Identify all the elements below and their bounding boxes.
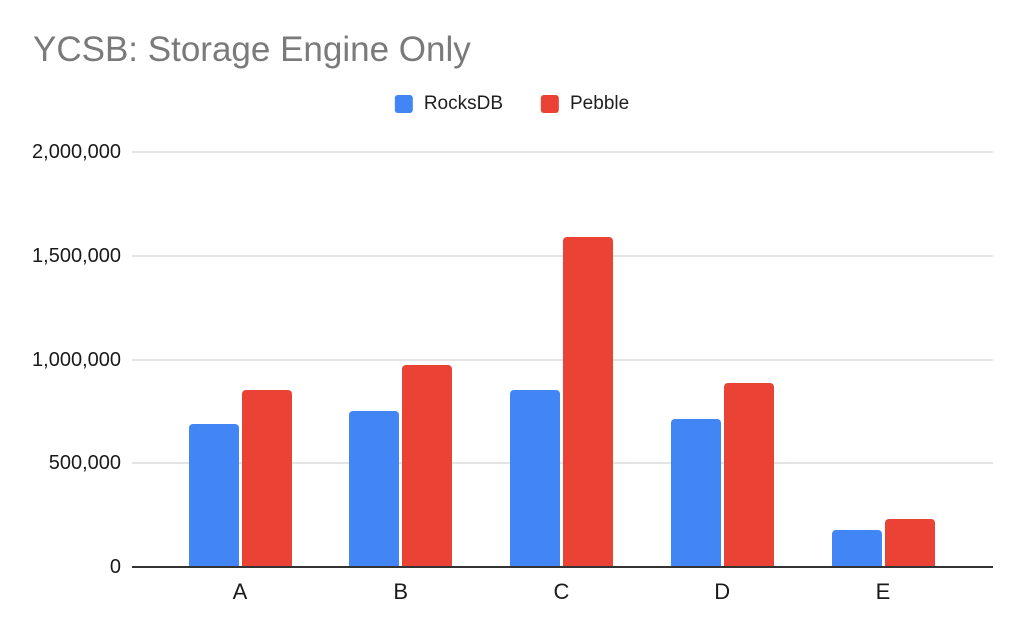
x-tick-label-d: D (714, 579, 731, 604)
bar-group-e (831, 152, 935, 567)
legend-item-pebble: Pebble (541, 93, 629, 115)
x-tick-label-a: A (232, 579, 248, 604)
x-tick-label-c: C (553, 579, 570, 604)
legend-label-rocksdb: RocksDB (423, 93, 504, 114)
x-tick-label-b: B (393, 579, 409, 604)
x-axis-line (132, 566, 993, 568)
y-tick-label: 2,000,000 (32, 141, 121, 163)
gridline-2000000 (132, 151, 993, 153)
chart-legend: RocksDB Pebble (394, 93, 629, 115)
gridline-1000000 (132, 358, 993, 361)
gridline-500000 (132, 462, 993, 465)
bar-group-d (670, 152, 774, 567)
bar-pebble-e (884, 519, 935, 567)
chart-title: YCSB: Storage Engine Only (33, 30, 471, 69)
bar-rocksdb-c (510, 389, 560, 567)
bar-pebble-b (402, 364, 453, 567)
bar-pebble-d (723, 383, 774, 567)
bar-pebble-a (241, 389, 292, 567)
plot-area: A B C D E (132, 151, 993, 604)
bar-rocksdb-b (349, 411, 400, 567)
y-tick-label: 500,000 (48, 452, 121, 475)
y-tick-label: 1,500,000 (32, 244, 121, 267)
bar-group-c (510, 152, 613, 567)
bar-pebble-c (563, 237, 613, 567)
bar-rocksdb-a (188, 423, 239, 567)
gridline-1500000 (132, 254, 993, 257)
legend-item-rocksdb: RocksDB (394, 93, 504, 115)
bar-rocksdb-e (831, 529, 882, 567)
legend-label-pebble: Pebble (570, 93, 630, 114)
y-tick-label: 1,000,000 (32, 348, 121, 371)
bar-rocksdb-d (670, 418, 721, 567)
bar-group-a (188, 152, 292, 567)
y-axis-labels: 0 500,000 1,000,000 1,500,000 2,000,000 (0, 0, 121, 634)
legend-swatch-rocksdb (394, 95, 413, 113)
bar-group-b (349, 152, 453, 567)
y-tick-label: 0 (109, 556, 121, 578)
legend-swatch-pebble (541, 95, 560, 113)
x-tick-label-e: E (875, 579, 891, 604)
